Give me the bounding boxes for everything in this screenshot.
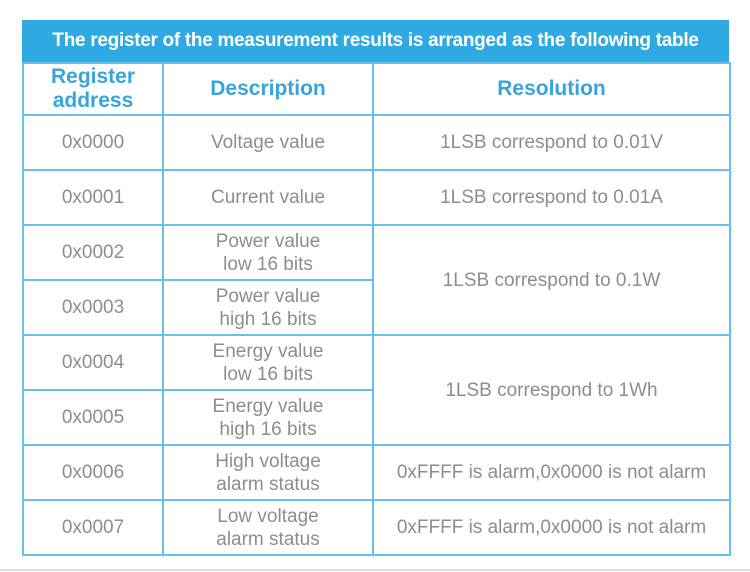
table-row-0x0002: 0x0002 Power value low 16 bits 1LSB corr… bbox=[22, 224, 731, 336]
col-header-description: Description bbox=[162, 62, 374, 116]
description-cell: Power value high 16 bits bbox=[162, 279, 374, 336]
resolution-cell-merged-energy: 1LSB correspond to 1Wh bbox=[372, 334, 731, 446]
table-row-0x0004: 0x0004 Energy value low 16 bits 1LSB cor… bbox=[22, 334, 731, 446]
register-table-grid: Register address Description Resolution … bbox=[22, 62, 731, 556]
register-address-cell: 0x0006 bbox=[22, 444, 164, 501]
table-row-0x0006: 0x0006 High voltage alarm status 0xFFFF … bbox=[22, 444, 731, 501]
description-cell: Energy value low 16 bits bbox=[162, 334, 374, 391]
register-address-cell: 0x0001 bbox=[22, 169, 164, 226]
table-title: The register of the measurement results … bbox=[52, 30, 699, 51]
table-row-0x0001: 0x0001 Current value 1LSB correspond to … bbox=[22, 169, 731, 226]
col-header-register-address: Register address bbox=[22, 62, 164, 116]
table-title-bar: The register of the measurement results … bbox=[22, 20, 729, 62]
register-address-cell: 0x0002 bbox=[22, 224, 164, 281]
register-address-cell: 0x0003 bbox=[22, 279, 164, 336]
description-cell: Low voltage alarm status bbox=[162, 499, 374, 556]
description-cell: Voltage value bbox=[162, 114, 374, 171]
table-row-0x0007: 0x0007 Low voltage alarm status 0xFFFF i… bbox=[22, 499, 731, 556]
col-header-resolution: Resolution bbox=[372, 62, 731, 116]
description-cell: High voltage alarm status bbox=[162, 444, 374, 501]
register-address-cell: 0x0004 bbox=[22, 334, 164, 391]
resolution-cell-merged-power: 1LSB correspond to 0.1W bbox=[372, 224, 731, 336]
register-address-cell: 0x0000 bbox=[22, 114, 164, 171]
description-cell: Energy value high 16 bits bbox=[162, 389, 374, 446]
resolution-cell: 0xFFFF is alarm,0x0000 is not alarm bbox=[372, 499, 731, 556]
table-row-0x0000: 0x0000 Voltage value 1LSB correspond to … bbox=[22, 114, 731, 171]
description-cell: Current value bbox=[162, 169, 374, 226]
table-row-0x0005: 0x0005 Energy value high 16 bits bbox=[22, 389, 730, 446]
resolution-cell: 0xFFFF is alarm,0x0000 is not alarm bbox=[372, 444, 731, 501]
register-address-cell: 0x0007 bbox=[22, 499, 164, 556]
register-address-cell: 0x0005 bbox=[22, 389, 164, 446]
resolution-cell: 1LSB correspond to 0.01V bbox=[372, 114, 731, 171]
register-table: The register of the measurement results … bbox=[22, 20, 731, 556]
description-cell: Power value low 16 bits bbox=[162, 224, 374, 281]
header-row: Register address Description Resolution bbox=[22, 62, 731, 116]
resolution-cell: 1LSB correspond to 0.01A bbox=[372, 169, 731, 226]
table-row-0x0003: 0x0003 Power value high 16 bits bbox=[22, 279, 730, 336]
page-bottom-divider bbox=[0, 569, 750, 571]
